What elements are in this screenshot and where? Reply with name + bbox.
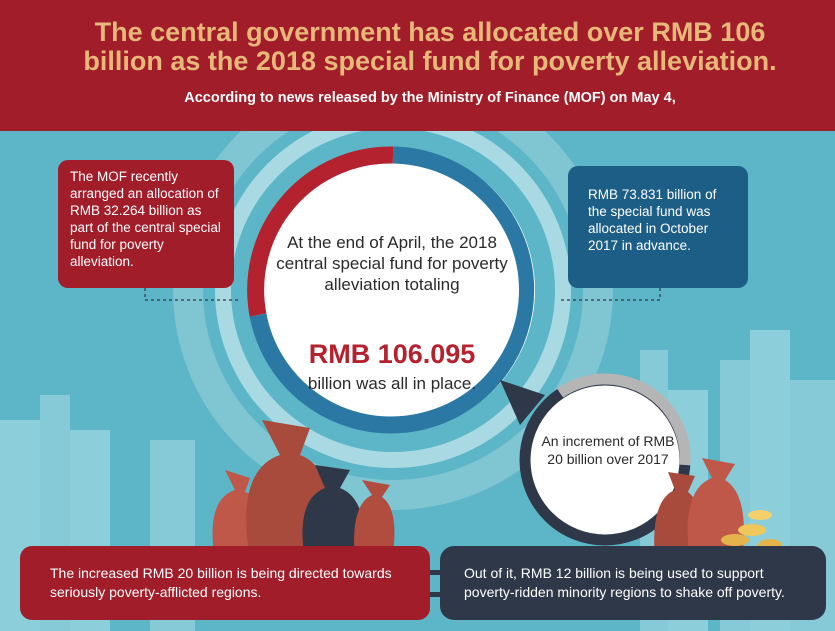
increment-ring-gray	[556, 373, 691, 466]
main-ring-red-segment	[247, 146, 394, 317]
center-summary-text: At the end of April, the 2018 central sp…	[276, 233, 508, 294]
bottom-box-regions: The increased RMB 20 billion is being di…	[20, 546, 430, 620]
increment-text: An increment of RMB 20 billion over 2017	[541, 433, 675, 467]
halo-ring	[173, 131, 613, 510]
page-title: The central government has allocated ove…	[83, 17, 777, 76]
halo-ring	[215, 131, 571, 468]
center-total-amount: RMB 106.095	[308, 339, 476, 369]
page-subtitle: According to news released by the Minist…	[184, 90, 676, 106]
bottom-connector	[425, 592, 445, 597]
connector-left	[144, 288, 240, 301]
header-banner: The central government has allocated ove…	[0, 0, 835, 131]
connector-right	[560, 288, 661, 301]
callout-advance-allocation: RMB 73.831 billion of the special fund w…	[568, 166, 748, 288]
money-bag-dark	[302, 465, 364, 560]
speech-pointer	[500, 380, 545, 425]
bottom-connector	[425, 570, 445, 575]
coin-icon	[721, 534, 749, 546]
money-bag-small-right	[354, 480, 395, 560]
increment-ring-inner	[535, 390, 675, 530]
main-ring-inner	[267, 164, 519, 416]
main-ring-blue-segment	[249, 146, 535, 434]
callout-mof-allocation: The MOF recently arranged an allocation …	[58, 160, 234, 288]
bottom-box-minority-regions: Out of it, RMB 12 billion is being used …	[440, 546, 826, 620]
coin-icon	[738, 524, 766, 536]
center-summary-tail: billion was all in place.	[307, 374, 477, 393]
coin-icon	[748, 510, 772, 520]
